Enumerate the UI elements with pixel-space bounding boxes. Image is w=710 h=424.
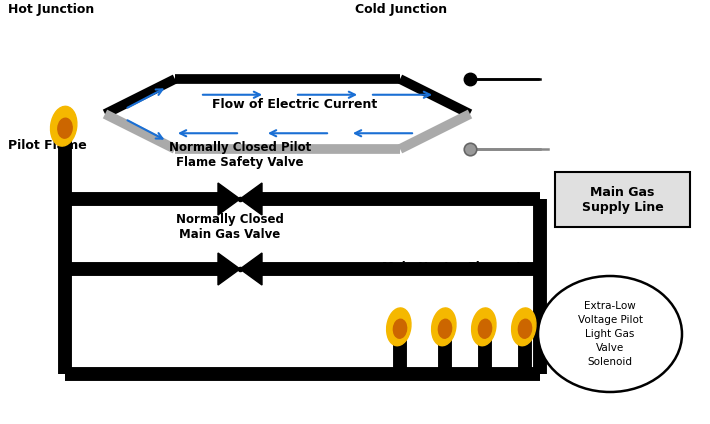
Text: Hot Junction: Hot Junction [8, 3, 94, 16]
Ellipse shape [479, 319, 491, 338]
Ellipse shape [432, 308, 456, 346]
Ellipse shape [438, 319, 452, 338]
Text: Extra-Low
Voltage Pilot
Light Gas
Valve
Solenoid: Extra-Low Voltage Pilot Light Gas Valve … [577, 301, 643, 367]
Text: Normally Closed
Main Gas Valve: Normally Closed Main Gas Valve [176, 213, 284, 241]
Ellipse shape [518, 319, 532, 338]
FancyBboxPatch shape [555, 172, 690, 227]
Polygon shape [218, 183, 240, 215]
Polygon shape [240, 183, 262, 215]
Text: Main Heater Elements: Main Heater Elements [381, 261, 528, 274]
Polygon shape [240, 253, 262, 285]
Ellipse shape [50, 106, 77, 146]
Text: Normally Closed Pilot
Flame Safety Valve: Normally Closed Pilot Flame Safety Valve [169, 141, 311, 169]
Text: Flow of Electric Current: Flow of Electric Current [212, 98, 378, 111]
Ellipse shape [471, 308, 496, 346]
Text: Pilot Flame: Pilot Flame [8, 139, 87, 152]
Text: Cold Junction: Cold Junction [355, 3, 447, 16]
Bar [60, 139, 70, 169]
Ellipse shape [58, 118, 72, 138]
Ellipse shape [393, 319, 407, 338]
Text: Main Gas
Supply Line: Main Gas Supply Line [581, 186, 663, 214]
Polygon shape [218, 253, 240, 285]
Ellipse shape [512, 308, 536, 346]
Ellipse shape [538, 276, 682, 392]
Ellipse shape [387, 308, 411, 346]
